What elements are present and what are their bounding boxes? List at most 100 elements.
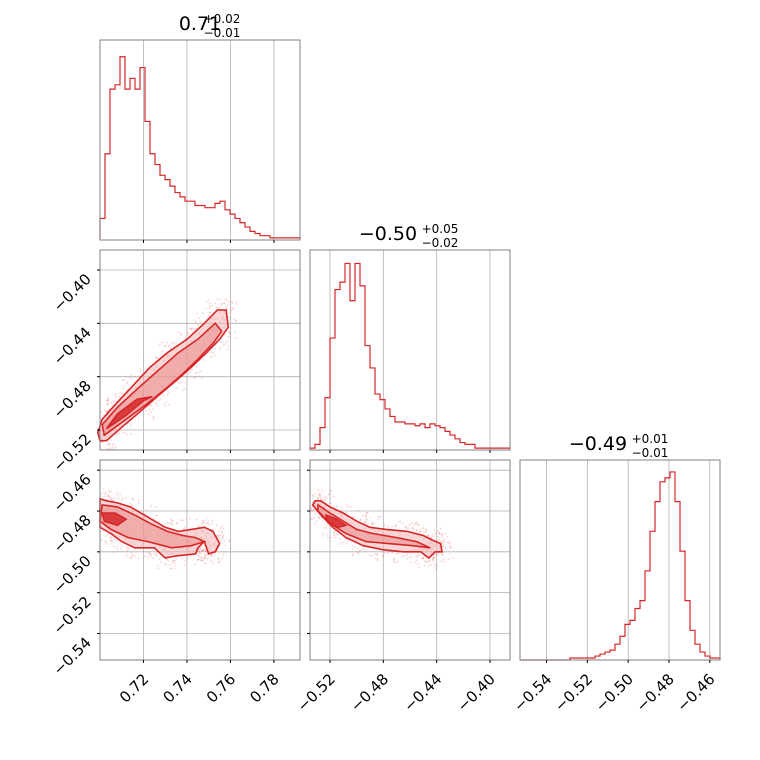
sample-point [156,564,159,566]
sample-point [217,561,220,564]
sample-point [131,553,134,556]
sample-point [114,393,117,396]
sample-point [212,352,215,354]
sample-point [115,445,117,448]
sample-point [329,502,331,504]
sample-point [417,523,420,526]
sample-point [105,410,108,413]
y-tick-label: −0.52 [50,430,95,475]
sample-point [130,551,133,554]
sample-point [134,376,137,379]
sample-point [164,562,167,565]
sample-point [425,561,428,564]
sample-point [107,533,110,536]
sample-point [441,541,444,544]
sample-point [316,496,319,499]
sample-point [131,554,133,557]
sample-point [364,520,367,523]
sample-point [204,550,207,552]
sample-point [371,523,374,526]
sample-point [191,368,193,371]
sample-point [125,546,128,549]
sample-point [228,539,231,541]
sample-point [317,498,320,500]
sample-point [142,359,145,362]
sample-point [208,307,211,310]
sample-point [423,565,426,567]
sample-point [325,496,328,499]
sample-point [422,557,424,560]
sample-point [227,335,230,338]
sample-point [443,538,445,541]
sample-point [168,564,171,566]
sample-point [107,442,110,445]
sample-point [322,519,324,522]
sample-point [234,337,237,339]
sample-point [176,522,178,525]
sample-point [183,564,186,567]
sample-point [311,501,314,503]
sample-point [109,443,111,446]
sample-point [144,509,147,512]
sample-point [204,549,207,552]
sample-point [117,498,119,500]
sample-point [208,523,210,526]
x-tick-label: 0.72 [116,670,152,706]
sample-point [351,548,354,551]
sample-point [432,557,435,560]
sample-point [320,498,322,501]
sample-point [358,549,361,552]
sample-point [198,317,201,320]
sample-point [107,398,110,401]
sample-point [100,411,103,414]
sample-point [106,495,109,497]
sample-point [128,376,131,379]
panel-2-0-frame [99,459,301,661]
sample-point [203,556,205,559]
sample-point [104,491,107,494]
sample-point [186,376,189,379]
sample-point [447,558,450,561]
sample-point [114,447,117,450]
sample-point [184,337,187,340]
sample-point [363,522,366,525]
panel-2-1-frame [309,459,511,661]
sample-point [102,530,104,533]
sample-point [361,548,364,550]
sample-point [199,547,202,550]
sample-point [112,499,114,502]
sample-point [383,523,385,525]
sample-point [172,340,175,343]
sample-point [176,337,179,340]
sample-point [130,504,133,507]
sample-point [328,493,331,495]
sample-point [418,554,421,557]
sample-point [434,532,437,535]
y-tick-label: −0.46 [50,470,95,515]
y-tick-label: −0.44 [50,323,95,368]
sample-point [139,368,142,371]
sample-point [136,415,139,417]
sample-point [188,327,191,330]
sample-point [452,557,454,559]
sample-point [219,534,221,537]
sample-point [432,535,435,538]
sample-point [180,381,183,383]
sample-point [341,541,344,544]
sample-point [105,411,108,414]
sample-point [146,367,148,370]
sample-point [127,547,129,550]
sample-point [218,540,221,542]
sample-point [413,561,416,564]
sample-point [216,535,219,537]
sample-point [121,498,124,501]
sample-point [329,536,332,539]
sample-point [201,559,203,562]
sample-point [162,402,165,405]
sample-point [111,446,114,449]
sample-point [201,522,204,525]
sample-point [402,523,404,525]
sample-point [155,356,157,358]
x-tick-label: −0.52 [551,670,596,715]
sample-point [121,392,124,395]
